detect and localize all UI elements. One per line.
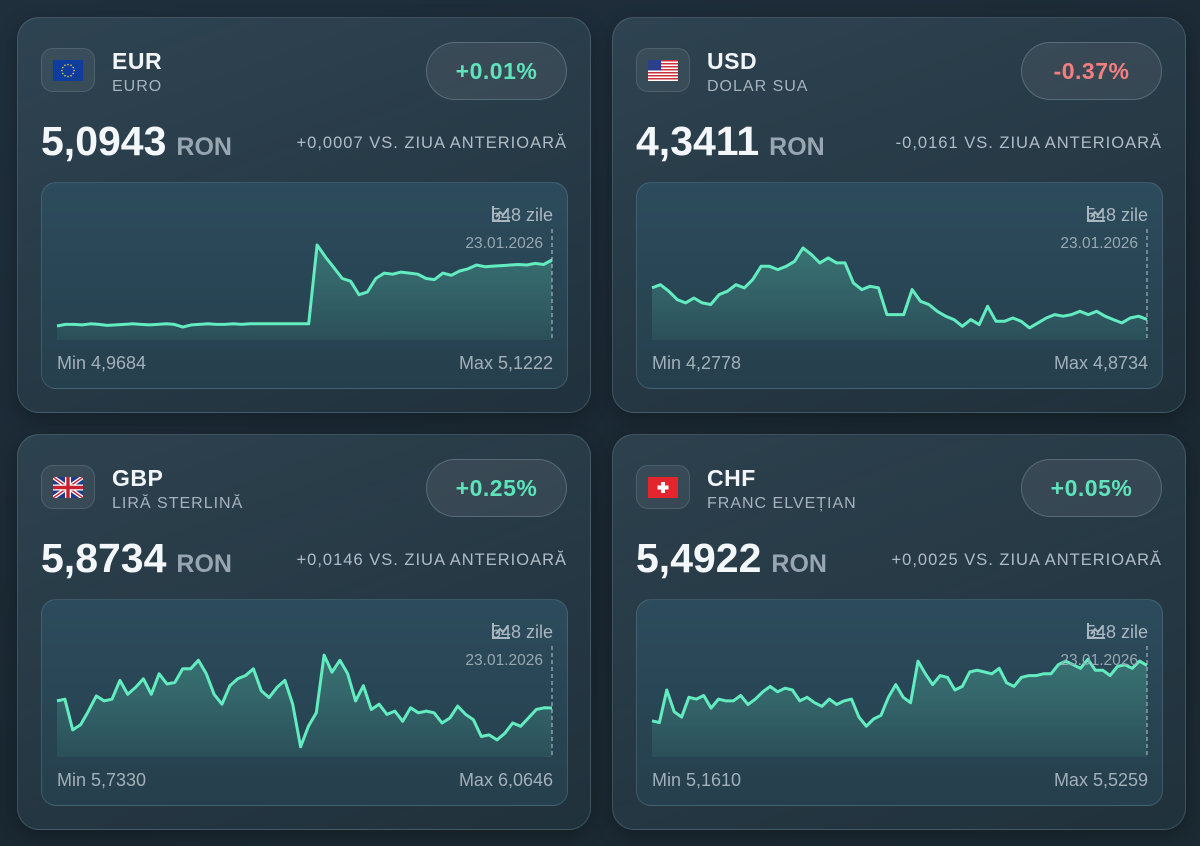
sparkline-svg [651, 229, 1148, 340]
last-date: 23.01.2026 [1060, 235, 1138, 252]
rate-line [56, 243, 553, 329]
min-label: Min 4,2778 [652, 353, 742, 373]
area-fill [652, 247, 1147, 340]
min-label: Min 4,9684 [57, 353, 147, 373]
period-label: 548 zile [1086, 205, 1148, 226]
sparkline-svg [56, 229, 553, 340]
chart-line-icon [1086, 623, 1105, 639]
max-label: Max 6,0646 [458, 770, 553, 790]
currency-code: CHF [707, 465, 756, 491]
chart-line-icon [491, 623, 510, 639]
max-label: Max 5,1222 [458, 353, 553, 373]
currency-name: EURO [112, 78, 163, 95]
daily-delta: +0,0007 VS. ZIUA ANTERIOARĂ [296, 134, 567, 152]
last-date: 23.01.2026 [1060, 652, 1138, 669]
rate-display: 5,4922 RON [636, 535, 827, 582]
rate-line [56, 653, 553, 749]
currency-code: GBP [112, 465, 164, 491]
currency-name: LIRĂ STERLINĂ [112, 495, 244, 512]
rate-line [651, 246, 1148, 330]
sparkline-chart[interactable]: 548 zile 23.01.2026 Min 4,2778 Max 4,873… [636, 182, 1163, 389]
sparkline-chart[interactable]: 548 zile 23.01.2026 Min 5,7330 Max 6,064… [41, 599, 568, 806]
sparkline-chart[interactable]: 548 zile 23.01.2026 Min 4,9684 Max 5,122… [41, 182, 568, 389]
min-label: Min 5,7330 [57, 770, 147, 790]
flag-box [636, 465, 690, 509]
currency-name: FRANC ELVEȚIAN [707, 495, 857, 512]
chart-line-icon [491, 206, 510, 222]
currency-card-gbp[interactable]: GBP LIRĂ STERLINĂ +0.25% 5,8734 RON +0,0… [17, 434, 591, 830]
change-badge: +0.25% [426, 459, 567, 517]
area-fill [652, 659, 1147, 757]
rate-display: 5,8734 RON [41, 535, 232, 582]
uk-flag-icon [53, 476, 83, 498]
change-badge: +0.01% [426, 42, 567, 100]
rate-value: 5,4922 [636, 535, 762, 581]
flag-box [41, 48, 95, 92]
sparkline-chart[interactable]: 548 zile 23.01.2026 Min 5,1610 Max 5,525… [636, 599, 1163, 806]
flag-box [41, 465, 95, 509]
rate-unit: RON [176, 550, 232, 578]
change-badge: +0.05% [1021, 459, 1162, 517]
rate-unit: RON [771, 550, 827, 578]
sparkline-svg [651, 646, 1148, 757]
rate-unit: RON [176, 133, 232, 161]
area-fill [57, 245, 552, 340]
eu-flag-icon [53, 59, 83, 81]
rate-display: 5,0943 RON [41, 118, 232, 165]
last-date: 23.01.2026 [465, 235, 543, 252]
max-label: Max 5,5259 [1053, 770, 1148, 790]
period-label: 548 zile [1086, 622, 1148, 643]
rate-unit: RON [769, 133, 825, 161]
area-fill [57, 655, 552, 757]
sparkline-svg [56, 646, 553, 757]
last-date: 23.01.2026 [465, 652, 543, 669]
daily-delta: +0,0025 VS. ZIUA ANTERIOARĂ [891, 551, 1162, 569]
rate-value: 5,0943 [41, 118, 167, 164]
max-label: Max 4,8734 [1053, 353, 1148, 373]
change-badge: -0.37% [1021, 42, 1162, 100]
flag-box [636, 48, 690, 92]
rate-value: 5,8734 [41, 535, 167, 581]
min-label: Min 5,1610 [652, 770, 742, 790]
currency-name: DOLAR SUA [707, 78, 809, 95]
currency-card-usd[interactable]: USD DOLAR SUA -0.37% 4,3411 RON -0,0161 … [612, 17, 1186, 413]
currency-card-eur[interactable]: EUR EURO +0.01% 5,0943 RON +0,0007 VS. Z… [17, 17, 591, 413]
ch-flag-icon [648, 476, 678, 498]
rate-line [651, 657, 1148, 728]
period-label: 548 zile [491, 622, 553, 643]
rate-display: 4,3411 RON [636, 118, 825, 165]
currency-code: USD [707, 48, 758, 74]
chart-line-icon [1086, 206, 1105, 222]
daily-delta: +0,0146 VS. ZIUA ANTERIOARĂ [296, 551, 567, 569]
currency-code: EUR [112, 48, 163, 74]
rate-value: 4,3411 [636, 118, 760, 164]
us-flag-icon [648, 59, 678, 81]
period-label: 548 zile [491, 205, 553, 226]
currency-card-chf[interactable]: CHF FRANC ELVEȚIAN +0.05% 5,4922 RON +0,… [612, 434, 1186, 830]
daily-delta: -0,0161 VS. ZIUA ANTERIOARĂ [895, 134, 1162, 152]
